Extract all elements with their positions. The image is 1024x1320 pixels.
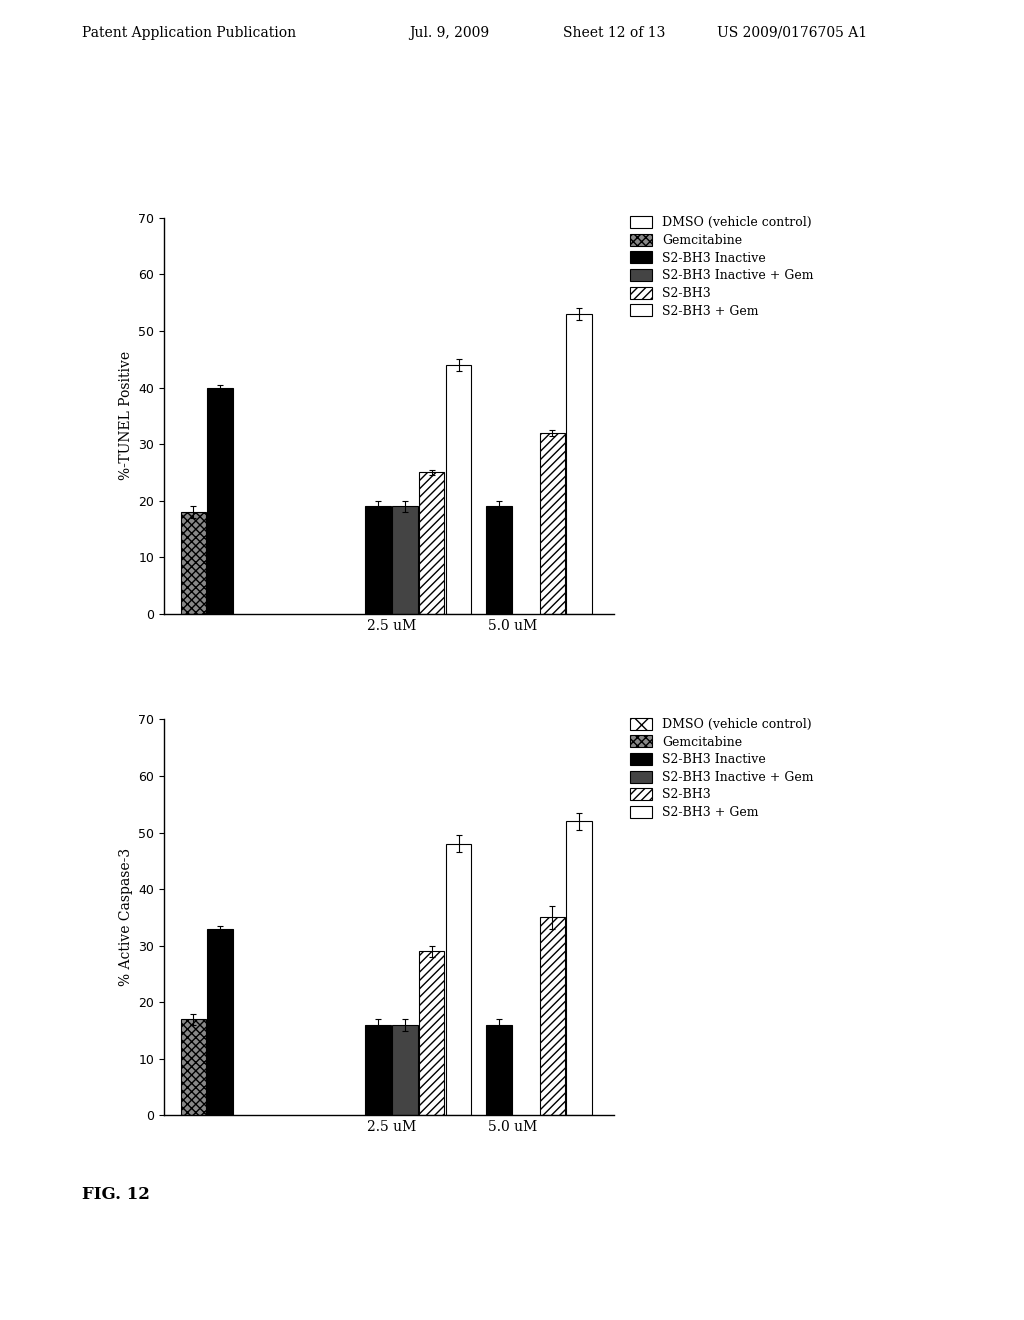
Text: Patent Application Publication: Patent Application Publication — [82, 26, 296, 40]
Legend: DMSO (vehicle control), Gemcitabine, S2-BH3 Inactive, S2-BH3 Inactive + Gem, S2-: DMSO (vehicle control), Gemcitabine, S2-… — [630, 216, 814, 318]
Bar — [486, 507, 512, 614]
Bar — [366, 1024, 391, 1115]
Text: FIG. 12: FIG. 12 — [82, 1185, 150, 1203]
Text: Sheet 12 of 13: Sheet 12 of 13 — [563, 26, 666, 40]
Bar — [566, 821, 592, 1115]
Bar — [392, 1024, 418, 1115]
Bar — [366, 507, 391, 614]
Bar — [180, 1019, 206, 1115]
Bar — [207, 929, 232, 1115]
Bar — [392, 507, 418, 614]
Bar — [180, 512, 206, 614]
Text: US 2009/0176705 A1: US 2009/0176705 A1 — [717, 26, 867, 40]
Bar — [566, 314, 592, 614]
Text: Jul. 9, 2009: Jul. 9, 2009 — [410, 26, 489, 40]
Bar — [445, 364, 471, 614]
Bar — [445, 843, 471, 1115]
Bar — [540, 433, 565, 614]
Y-axis label: %-TUNEL Positive: %-TUNEL Positive — [119, 351, 132, 480]
Legend: DMSO (vehicle control), Gemcitabine, S2-BH3 Inactive, S2-BH3 Inactive + Gem, S2-: DMSO (vehicle control), Gemcitabine, S2-… — [630, 718, 814, 820]
Bar — [486, 1024, 512, 1115]
Bar — [419, 473, 444, 614]
Y-axis label: % Active Caspase-3: % Active Caspase-3 — [119, 849, 132, 986]
Bar — [419, 952, 444, 1115]
Bar — [207, 388, 232, 614]
Bar — [540, 917, 565, 1115]
